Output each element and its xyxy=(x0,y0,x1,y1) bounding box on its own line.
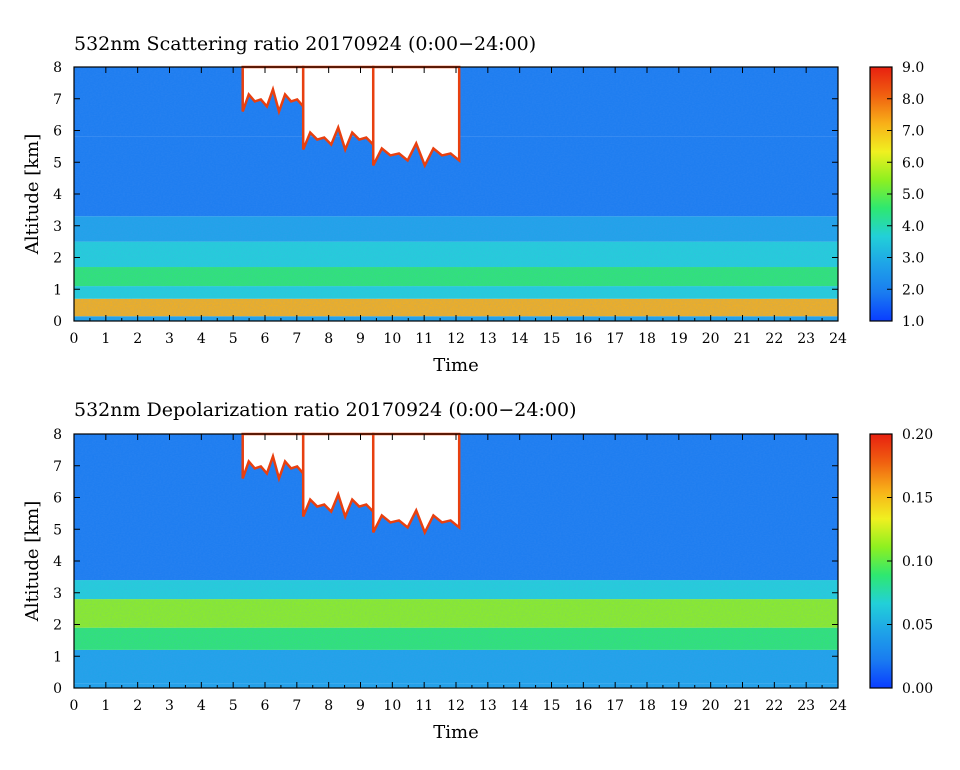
colorbar-tick-label: 8.0 xyxy=(902,92,924,108)
x-tick-label: 10 xyxy=(383,331,401,347)
heatmap-plot-area: 0 1 2 3 4 5 6 7 8 9 10 11 12 13 14 15 16 17 18 19 20 21 22 23 24… xyxy=(53,427,933,714)
x-tick-label: 17 xyxy=(606,331,624,347)
x-tick-label: 15 xyxy=(543,698,561,714)
colorbar-tick-label: 9.0 xyxy=(902,60,924,76)
x-tick-label: 3 xyxy=(165,698,174,714)
x-tick-label: 19 xyxy=(670,331,688,347)
y-tick-label: 2 xyxy=(53,251,62,267)
x-tick-label: 5 xyxy=(229,698,238,714)
x-tick-label: 20 xyxy=(702,698,720,714)
x-tick-label: 2 xyxy=(133,698,142,714)
x-axis-label: Time xyxy=(433,722,478,743)
x-tick-label: 19 xyxy=(670,698,688,714)
x-tick-label: 12 xyxy=(447,331,465,347)
x-axis-label: Time xyxy=(433,355,478,376)
x-tick-label: 16 xyxy=(574,698,592,714)
y-tick-label: 4 xyxy=(53,187,62,203)
x-tick-label: 11 xyxy=(415,331,433,347)
y-tick-label: 4 xyxy=(53,554,62,570)
colorbar-tick-label: 0.15 xyxy=(902,491,933,507)
y-tick-label: 6 xyxy=(53,124,62,140)
x-tick-label: 0 xyxy=(70,698,79,714)
x-tick-label: 24 xyxy=(829,331,847,347)
x-tick-label: 11 xyxy=(415,698,433,714)
x-tick-label: 18 xyxy=(638,698,656,714)
x-tick-label: 20 xyxy=(702,331,720,347)
x-tick-label: 23 xyxy=(797,698,815,714)
y-tick-label: 6 xyxy=(53,491,62,507)
heatmap-plot-area: 0 1 2 3 4 5 6 7 8 9 10 11 12 13 14 15 16 17 18 19 20 21 22 23 24… xyxy=(53,60,924,347)
cloud-region xyxy=(371,432,461,536)
chart-title: 532nm Depolarization ratio 20170924 (0:0… xyxy=(74,399,576,421)
scattering-ratio-panel: 532nm Scattering ratio 20170924 (0:00−24… xyxy=(22,33,924,376)
x-tick-label: 0 xyxy=(70,331,79,347)
x-tick-label: 18 xyxy=(638,331,656,347)
colorbar-tick-label: 2.0 xyxy=(902,282,924,298)
x-tick-label: 5 xyxy=(229,331,238,347)
colorbar-tick-label: 6.0 xyxy=(902,155,924,171)
y-tick-label: 0 xyxy=(53,681,62,697)
x-tick-label: 24 xyxy=(829,698,847,714)
colorbar-tick-label: 1.0 xyxy=(902,314,924,330)
x-tick-label: 14 xyxy=(511,331,529,347)
x-tick-label: 17 xyxy=(606,698,624,714)
x-tick-label: 22 xyxy=(765,698,783,714)
y-tick-label: 5 xyxy=(53,155,62,171)
depolarization-ratio-panel: 532nm Depolarization ratio 20170924 (0:0… xyxy=(22,399,933,743)
x-tick-label: 3 xyxy=(165,331,174,347)
x-tick-label: 2 xyxy=(133,331,142,347)
colorbar-tick-label: 0.10 xyxy=(902,554,933,570)
x-tick-label: 23 xyxy=(797,331,815,347)
x-tick-label: 4 xyxy=(197,331,206,347)
y-tick-label: 5 xyxy=(53,522,62,538)
x-tick-label: 22 xyxy=(765,331,783,347)
y-tick-label: 3 xyxy=(53,219,62,235)
colorbar-tick-label: 0.05 xyxy=(902,618,933,634)
x-tick-label: 13 xyxy=(479,331,497,347)
y-axis-label: Altitude [km] xyxy=(22,501,43,623)
x-tick-label: 10 xyxy=(383,698,401,714)
x-tick-label: 6 xyxy=(261,698,270,714)
x-tick-label: 8 xyxy=(324,698,333,714)
cloud-region xyxy=(371,65,461,169)
colorbar-tick-label: 3.0 xyxy=(902,251,924,267)
x-tick-label: 15 xyxy=(543,331,561,347)
chart-title: 532nm Scattering ratio 20170924 (0:00−24… xyxy=(74,33,536,55)
y-tick-label: 2 xyxy=(53,618,62,634)
x-tick-label: 21 xyxy=(734,331,752,347)
y-tick-label: 1 xyxy=(53,649,62,665)
colorbar-tick-label: 4.0 xyxy=(902,219,924,235)
y-tick-label: 7 xyxy=(53,459,62,475)
x-tick-label: 13 xyxy=(479,698,497,714)
colorbar-tick-label: 0.20 xyxy=(902,427,933,443)
y-tick-label: 0 xyxy=(53,314,62,330)
colorbar-tick-label: 5.0 xyxy=(902,187,924,203)
x-tick-label: 4 xyxy=(197,698,206,714)
x-tick-label: 7 xyxy=(292,698,301,714)
x-tick-label: 12 xyxy=(447,698,465,714)
x-tick-label: 16 xyxy=(574,331,592,347)
y-tick-label: 7 xyxy=(53,92,62,108)
x-tick-label: 9 xyxy=(356,331,365,347)
x-tick-label: 9 xyxy=(356,698,365,714)
y-tick-label: 8 xyxy=(53,60,62,76)
x-tick-label: 1 xyxy=(101,331,110,347)
y-axis-label: Altitude [km] xyxy=(22,134,43,256)
y-tick-label: 8 xyxy=(53,427,62,443)
colorbar-tick-label: 7.0 xyxy=(902,124,924,140)
x-tick-label: 21 xyxy=(734,698,752,714)
x-tick-label: 6 xyxy=(261,331,270,347)
y-tick-label: 3 xyxy=(53,586,62,602)
x-tick-label: 7 xyxy=(292,331,301,347)
x-tick-label: 8 xyxy=(324,331,333,347)
x-tick-label: 1 xyxy=(101,698,110,714)
colorbar-tick-label: 0.00 xyxy=(902,681,933,697)
y-tick-label: 1 xyxy=(53,282,62,298)
x-tick-label: 14 xyxy=(511,698,529,714)
